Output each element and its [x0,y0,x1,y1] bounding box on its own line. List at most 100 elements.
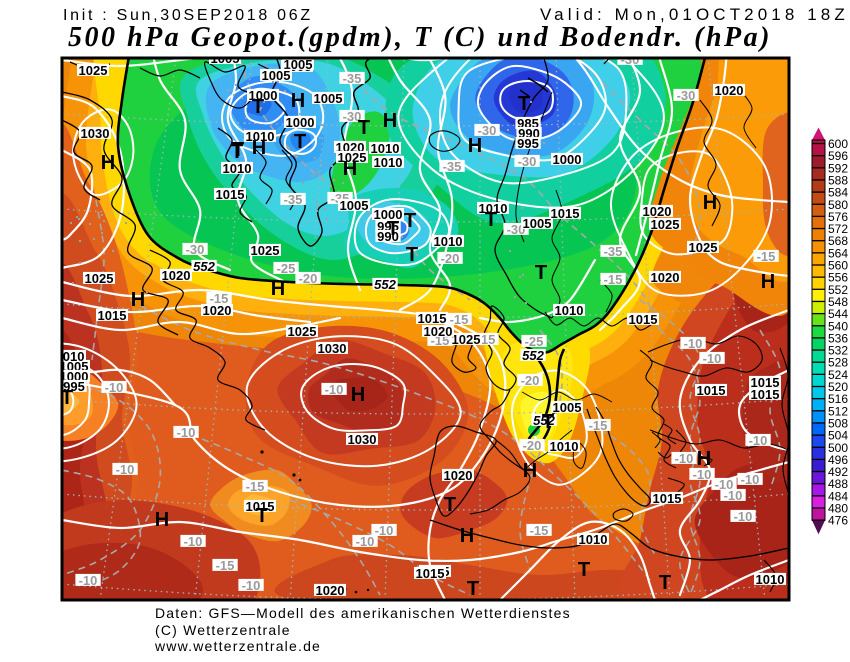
svg-text:T: T [358,117,370,139]
svg-text:1005: 1005 [553,400,582,415]
svg-text:540: 540 [828,319,848,333]
svg-text:T: T [294,131,306,153]
svg-text:995: 995 [517,136,539,151]
svg-text:1025: 1025 [251,243,280,258]
svg-text:576: 576 [828,210,848,224]
svg-text:1015: 1015 [98,308,127,323]
svg-text:600: 600 [828,137,848,151]
svg-text:1005: 1005 [211,51,240,66]
svg-text:492: 492 [828,465,848,479]
svg-text:-20: -20 [299,271,318,286]
svg-text:990: 990 [377,229,399,244]
svg-text:-10: -10 [715,477,734,492]
svg-text:552: 552 [828,283,848,297]
svg-text:T: T [232,139,244,161]
svg-text:T: T [256,505,268,527]
svg-text:1005: 1005 [340,198,369,213]
svg-text:-20: -20 [523,438,542,453]
svg-text:-15: -15 [589,418,608,433]
svg-text:1005: 1005 [523,216,552,231]
svg-text:-25: -25 [525,334,544,349]
svg-text:500: 500 [828,441,848,455]
svg-text:1020: 1020 [316,583,345,598]
svg-text:1025: 1025 [689,240,718,255]
svg-text:496: 496 [828,453,848,467]
svg-text:H: H [101,152,115,174]
svg-text:H: H [468,135,482,157]
svg-text:488: 488 [828,477,848,491]
svg-text:H: H [460,525,474,547]
svg-text:T: T [61,387,73,409]
svg-text:-35: -35 [343,71,362,86]
svg-text:560: 560 [828,259,848,273]
svg-text:T: T [542,411,554,433]
svg-text:1015: 1015 [216,187,245,202]
svg-text:T: T [387,218,399,240]
svg-text:1015: 1015 [416,566,445,581]
svg-text:T: T [444,494,456,516]
svg-text:1000: 1000 [286,115,315,130]
svg-text:H: H [697,448,711,470]
svg-text:1000: 1000 [553,152,582,167]
svg-text:588: 588 [828,173,848,187]
svg-text:-10: -10 [375,523,394,538]
svg-text:1025: 1025 [452,332,481,347]
svg-text:-15: -15 [246,479,265,494]
svg-text:1010: 1010 [223,161,252,176]
svg-text:1010: 1010 [479,201,508,216]
svg-text:-10: -10 [184,534,203,549]
svg-text:-30: -30 [518,154,537,169]
svg-text:1000: 1000 [249,88,278,103]
svg-text:1010: 1010 [434,234,463,249]
svg-text:-30: -30 [621,52,640,67]
svg-text:Daten: GFS—Modell des amerikan: Daten: GFS—Modell des amerikanischen Wet… [155,605,571,621]
svg-text:1010: 1010 [246,129,275,144]
svg-text:995: 995 [63,379,85,394]
svg-text:572: 572 [828,222,848,236]
svg-text:(C) Wetterzentrale: (C) Wetterzentrale [155,622,291,638]
svg-text:T: T [578,559,590,581]
svg-text:-30: -30 [478,123,497,138]
svg-text:1010: 1010 [374,155,403,170]
svg-text:T: T [406,244,418,266]
svg-text:-15: -15 [604,272,623,287]
svg-text:548: 548 [828,295,848,309]
svg-text:1005: 1005 [262,68,291,83]
svg-text:1025: 1025 [288,324,317,339]
svg-text:-15: -15 [216,558,235,573]
svg-text:520: 520 [828,380,848,394]
svg-text:1025: 1025 [85,271,114,286]
svg-text:-25: -25 [277,261,296,276]
svg-text:504: 504 [828,429,848,443]
svg-text:1010: 1010 [555,303,584,318]
svg-text:1020: 1020 [651,270,680,285]
svg-text:T: T [518,93,530,115]
svg-text:516: 516 [828,392,848,406]
svg-text:Init : Sun,30SEP2018 06Z: Init : Sun,30SEP2018 06Z [63,7,313,24]
svg-text:556: 556 [828,271,848,285]
svg-text:1015: 1015 [751,375,780,390]
svg-text:568: 568 [828,234,848,248]
svg-text:T: T [404,210,416,232]
svg-text:552: 552 [193,259,215,274]
svg-text:524: 524 [828,368,848,382]
svg-text:H: H [523,460,537,482]
svg-text:-10: -10 [356,534,375,549]
svg-text:-10: -10 [105,380,124,395]
svg-text:1025: 1025 [651,217,680,232]
svg-text:-10: -10 [734,509,753,524]
svg-text:1015: 1015 [246,499,275,514]
svg-text:1000: 1000 [374,207,403,222]
svg-text:1020: 1020 [643,204,672,219]
svg-text:-35: -35 [443,159,462,174]
svg-text:T: T [467,578,479,600]
svg-text:1020: 1020 [424,324,453,339]
svg-text:552: 552 [522,348,544,363]
svg-text:1010: 1010 [756,572,785,587]
svg-text:1010: 1010 [371,141,400,156]
svg-text:H: H [131,289,145,311]
svg-text:1010: 1010 [550,439,579,454]
svg-text:Valid: Mon,01OCT2018 18Z: Valid: Mon,01OCT2018 18Z [540,5,849,24]
svg-text:1015: 1015 [697,383,726,398]
svg-text:-20: -20 [441,251,460,266]
